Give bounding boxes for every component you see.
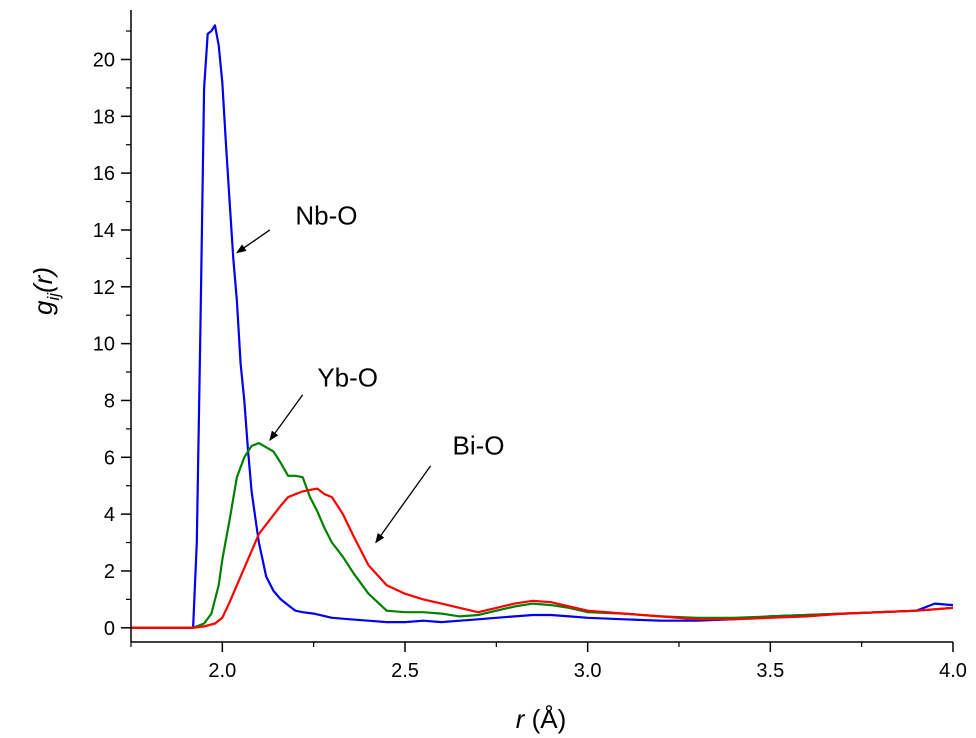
annotation-label-yb-o: Yb-O xyxy=(317,362,378,392)
y-tick-label: 4 xyxy=(104,504,115,526)
y-axis-title: gij(r) xyxy=(28,267,63,315)
y-tick-label: 12 xyxy=(93,277,115,299)
annotation-arrow-yb-o xyxy=(269,394,304,442)
x-axis-title-unit: (Å) xyxy=(524,704,566,734)
annotation-label-bi-o: Bi-O xyxy=(452,430,504,460)
y-tick-label: 16 xyxy=(93,163,115,185)
annotation-label-nb-o: Nb-O xyxy=(295,200,357,230)
x-tick-label: 2.0 xyxy=(208,660,236,682)
x-tick-label: 4.0 xyxy=(939,660,967,682)
y-tick-label: 2 xyxy=(104,561,115,583)
y-tick-label: 20 xyxy=(93,49,115,71)
series-line-nb-o xyxy=(131,24,953,629)
annotation-arrow-nb-o xyxy=(236,229,271,254)
y-tick-label: 14 xyxy=(93,220,115,242)
x-tick-label: 3.0 xyxy=(574,660,602,682)
annotation-arrow-bi-o xyxy=(375,465,432,544)
x-axis-title: r (Å) xyxy=(516,704,567,734)
series-line-bi-o xyxy=(131,487,953,629)
x-tick-label: 2.5 xyxy=(391,660,419,682)
y-tick-label: 0 xyxy=(104,618,115,640)
y-axis-title-sub: ij xyxy=(44,292,63,301)
y-tick-label: 10 xyxy=(93,334,115,356)
x-tick-label: 3.5 xyxy=(756,660,784,682)
y-tick-label: 8 xyxy=(104,390,115,412)
axes-layer: 2.0 2.5 3.0 3.5 4.0 0 2 4 6 8 10 12 14 16 18 20 xyxy=(93,10,967,682)
series-line-yb-o xyxy=(131,442,953,629)
y-axis-title-paren: (r) xyxy=(28,267,58,293)
annotation-layer: Nb-O Yb-O Bi-O xyxy=(236,200,504,544)
y-tick-label: 18 xyxy=(93,106,115,128)
y-tick-label: 6 xyxy=(104,447,115,469)
y-axis-title-main: g xyxy=(28,300,58,315)
series-layer xyxy=(131,24,953,629)
x-axis-title-main: r xyxy=(516,704,526,734)
